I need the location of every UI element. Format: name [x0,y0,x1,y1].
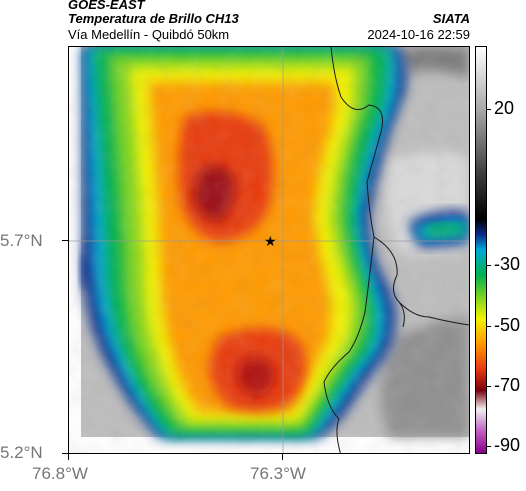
lon-tick [68,454,69,460]
brightness-temperature-field: ★ [69,47,469,453]
datetime-label: 2024-10-16 22:59 [367,27,470,42]
colorbar-label: -50 [494,315,521,335]
colorbar-tick [486,446,491,447]
lat-label-5.7N: 5.7°N [0,231,43,250]
lat-tick [62,240,68,241]
satellite-map[interactable]: ★ [68,46,470,454]
lon-label-76.8W: 76.8°W [32,464,88,483]
lon-tick [282,454,283,460]
lat-tick [62,453,68,454]
star-marker-icon: ★ [264,234,277,250]
colorbar-tick [486,326,491,327]
product-title: Temperatura de Brillo CH13 [68,11,239,26]
colorbar-tick [486,386,491,387]
colorbar-label: -70 [494,375,521,395]
colorbar-label: 20 [494,98,515,118]
lon-label-76.3W: 76.3°W [250,464,306,483]
colorbar [475,46,487,454]
coastline [323,236,375,453]
border-line [330,47,469,326]
region-label: Vía Medellín - Quibdó 50km [68,27,230,42]
colorbar-tick [486,109,491,110]
colorbar-tick [486,265,491,266]
satellite-name: GOES-EAST [68,0,145,12]
colorbar-label: -30 [494,254,521,274]
lat-label-5.2N: 5.2°N [0,443,43,462]
colorbar-label: -90 [494,435,521,455]
org-label: SIATA [432,11,470,26]
